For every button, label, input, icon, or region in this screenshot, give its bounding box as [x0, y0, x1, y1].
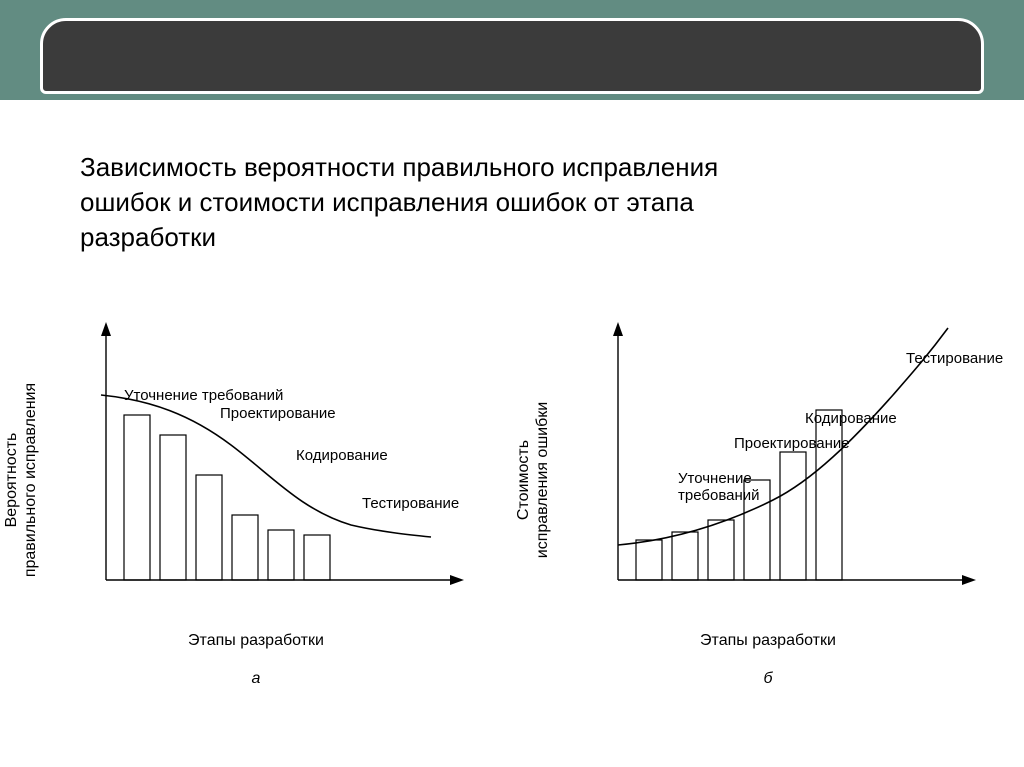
a-bar-5 — [304, 535, 330, 580]
a-bar-4 — [268, 530, 294, 580]
b-bar-0 — [636, 540, 662, 580]
charts-container: Вероятность правильного исправления Уточ… — [0, 300, 1024, 720]
a-bar-label-0: Уточнение требований — [124, 387, 283, 404]
b-bar-label-4: Кодирование — [805, 410, 897, 427]
chart-a-svg — [31, 300, 481, 620]
chart-a-bars — [124, 415, 330, 580]
header-band — [0, 0, 1024, 100]
chart-a-xlabel: Этапы разработки — [188, 632, 324, 650]
a-bar-3 — [232, 515, 258, 580]
chart-a-sublabel: а — [252, 670, 261, 688]
chart-b-svg — [543, 300, 993, 620]
a-bar-label-2: Кодирование — [296, 447, 388, 464]
header-title-box — [40, 18, 984, 94]
b-bar-1 — [672, 532, 698, 580]
b-bar-label-3: Проектирование — [734, 435, 850, 452]
a-bar-1 — [160, 435, 186, 580]
chart-b-sublabel: б — [764, 670, 773, 688]
chart-b: Стоимость исправления ошибки Уточнениетр… — [543, 300, 993, 680]
b-bar-2 — [708, 520, 734, 580]
chart-a-axes — [101, 322, 464, 585]
chart-a: Вероятность правильного исправления Уточ… — [31, 300, 481, 680]
a-bar-label-1: Проектирование — [220, 405, 336, 422]
b-bar-4 — [780, 452, 806, 580]
a-bar-0 — [124, 415, 150, 580]
b-bar-label-5: Тестирование — [906, 350, 1003, 367]
page-title: Зависимость вероятности правильного испр… — [80, 150, 800, 255]
a-bar-2 — [196, 475, 222, 580]
chart-b-xlabel: Этапы разработки — [700, 632, 836, 650]
b-bar-label-2: Уточнениетребований — [678, 470, 760, 504]
a-bar-label-3: Тестирование — [362, 495, 459, 512]
